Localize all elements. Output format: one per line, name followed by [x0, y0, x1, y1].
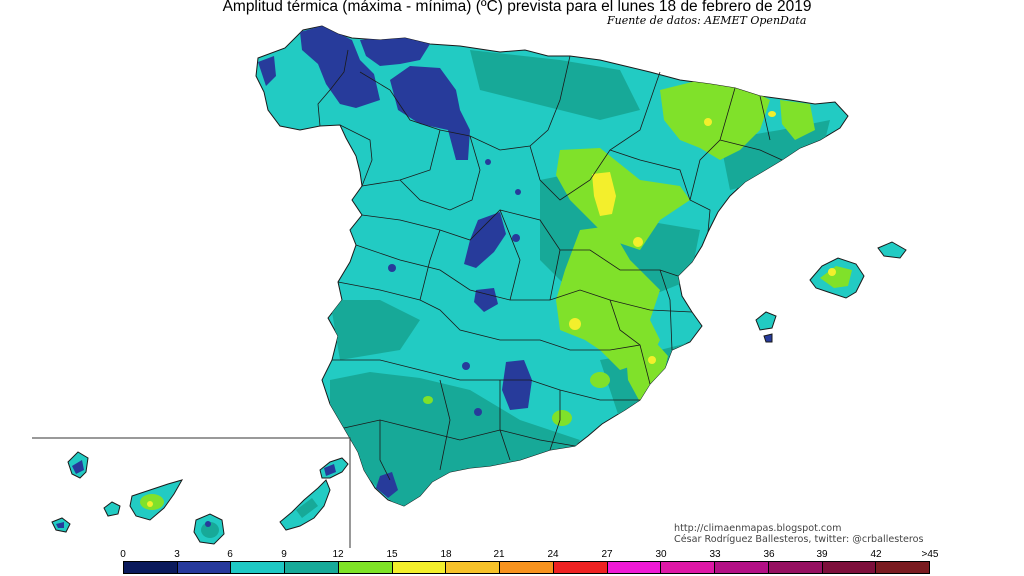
canary-islands-inset — [32, 437, 351, 548]
legend-labels: 0 3 6 9 12 15 18 21 24 27 30 33 36 39 42… — [0, 549, 1024, 561]
legend-label: 15 — [386, 549, 398, 560]
map-title: Amplitud térmica (máxima - mínima) (ºC) … — [222, 0, 812, 15]
ibiza-island — [755, 311, 777, 331]
green-zone-catalonia — [780, 100, 815, 140]
blue-spot-6 — [515, 189, 521, 195]
tenerife-yellow-spot — [147, 501, 153, 507]
blue-zone-cadiz — [376, 472, 398, 498]
legend-swatch — [876, 562, 930, 573]
legend-swatch — [177, 562, 232, 573]
legend-swatch — [285, 562, 339, 573]
legend-label: 6 — [227, 549, 233, 560]
gran-canaria-blue-spot — [205, 521, 211, 527]
yellow-spot-4 — [704, 118, 712, 126]
lanzarote-blue — [324, 464, 336, 476]
yellow-spot-3 — [648, 356, 656, 364]
blue-zone-sierra-morena — [502, 360, 532, 410]
balearic-islands — [755, 241, 907, 343]
blue-spot-5 — [485, 159, 491, 165]
blue-zone-galicia-coast — [258, 56, 276, 86]
green-zone-central-east — [556, 226, 660, 370]
green-zone-ebro — [556, 148, 690, 250]
green-zone-aragon — [660, 80, 770, 160]
inset-frame — [32, 437, 351, 548]
gran-canaria-teal — [201, 522, 219, 538]
legend-label: 27 — [601, 549, 613, 560]
blue-spot-3 — [462, 362, 470, 370]
legend-label: 12 — [332, 549, 344, 560]
data-source-credit: Fuente de datos: AEMET OpenData — [607, 14, 807, 27]
credits-block: http://climaenmapas.blogspot.com César R… — [674, 523, 924, 545]
legend-swatch — [607, 562, 662, 573]
menorca-island — [877, 241, 907, 259]
legend-swatch — [553, 562, 608, 573]
legend-label: 21 — [493, 549, 505, 560]
legend-label: 18 — [440, 549, 452, 560]
legend-label: 33 — [709, 549, 721, 560]
legend-swatch — [822, 562, 877, 573]
mallorca-green — [820, 266, 852, 288]
la-palma-blue — [72, 460, 84, 474]
mallorca-yellow-spot — [828, 268, 836, 276]
blue-spot-4 — [474, 408, 482, 416]
legend-label: 9 — [281, 549, 287, 560]
legend-label: 42 — [870, 549, 882, 560]
yellow-spot-2 — [569, 318, 581, 330]
legend-swatch — [715, 562, 769, 573]
la-gomera-island — [103, 501, 121, 517]
legend-swatch — [392, 562, 447, 573]
green-spot-southeast — [590, 372, 610, 388]
blue-spot-2 — [512, 234, 520, 242]
legend-label: 0 — [120, 549, 126, 560]
blue-zone-cantabria — [390, 66, 470, 160]
blue-spot-1 — [388, 264, 396, 272]
yellow-spot-5 — [768, 111, 776, 117]
legend-swatch — [231, 562, 286, 573]
credits-website: http://climaenmapas.blogspot.com — [674, 523, 842, 534]
blue-zone-guadarrama — [464, 212, 506, 268]
credits-author: César Rodríguez Ballesteros, twitter: @c… — [674, 534, 924, 545]
color-scale-bar — [123, 561, 930, 574]
legend-swatch — [446, 562, 501, 573]
legend-swatch — [338, 562, 393, 573]
fuerteventura-teal — [296, 498, 318, 518]
yellow-zone-ebro — [592, 172, 616, 216]
mainland-map-group — [255, 25, 849, 507]
formentera-island — [763, 333, 773, 343]
legend-swatch — [124, 562, 178, 573]
legend-label: 36 — [763, 549, 775, 560]
legend-swatch — [500, 562, 554, 573]
blue-zone-toledo — [474, 288, 498, 312]
blue-zone-galicia-north — [300, 26, 380, 108]
teal-zone-west — [330, 300, 420, 360]
legend-swatch — [661, 562, 716, 573]
green-spot-south — [552, 410, 572, 426]
yellow-spot-1 — [633, 237, 643, 247]
blue-zone-asturias — [360, 36, 430, 66]
legend-label: 30 — [655, 549, 667, 560]
legend-label: 24 — [547, 549, 559, 560]
legend-label: 3 — [174, 549, 180, 560]
el-hierro-blue — [56, 522, 64, 528]
legend-swatch — [768, 562, 823, 573]
legend-label: 39 — [816, 549, 828, 560]
teal-zone-north — [470, 50, 640, 120]
province-borders — [317, 49, 783, 481]
green-spot-southwest — [423, 396, 433, 404]
legend-label: >45 — [921, 549, 939, 560]
